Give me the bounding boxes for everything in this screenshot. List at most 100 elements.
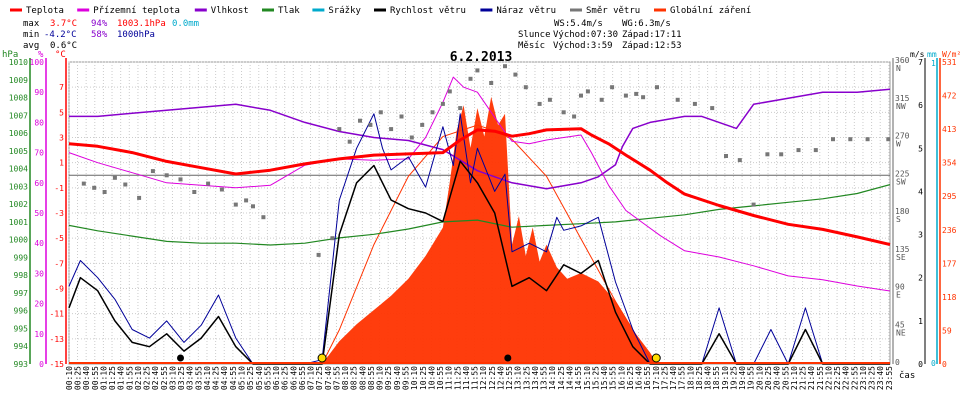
dir-tick-label: 0 xyxy=(895,358,900,367)
wind-direction-point xyxy=(330,236,335,241)
time-tick-label: 08:10 xyxy=(341,366,350,390)
time-tick-label: 02:25 xyxy=(143,366,152,390)
hpa-tick-label: 993 xyxy=(14,360,29,369)
wind-direction-point xyxy=(848,137,853,142)
wm-tick-label: 472 xyxy=(942,92,957,101)
wind-direction-point xyxy=(572,114,577,119)
time-tick-label: 16:40 xyxy=(635,366,644,390)
hpa-tick-label: 994 xyxy=(14,342,29,351)
legend-item[interactable]: Srážky xyxy=(312,6,361,16)
wind-direction-point xyxy=(206,181,211,186)
stat-max-press: 1003.1hPa xyxy=(117,19,166,29)
c-tick-label: 5 xyxy=(59,108,64,117)
time-tick-label: 17:25 xyxy=(660,366,669,390)
sun-rise-marker xyxy=(317,353,327,363)
legend-item[interactable]: Směr větru xyxy=(570,6,640,16)
legend-item[interactable]: Přízemní teplota xyxy=(77,6,180,16)
time-tick-label: 01:40 xyxy=(117,366,126,390)
legend-item[interactable]: Rychlost větru xyxy=(374,6,466,16)
time-tick-label: 04:55 xyxy=(229,366,238,390)
wind-direction-point xyxy=(675,97,680,102)
time-tick-label: 19:25 xyxy=(729,366,738,390)
time-tick-label: 22:40 xyxy=(842,366,851,390)
info-wg: WG:6.3m/s xyxy=(622,19,671,29)
moon-set-marker xyxy=(504,354,512,362)
legend-item[interactable]: Tlak xyxy=(262,6,300,16)
wind-direction-point xyxy=(831,137,835,142)
wind-direction-point xyxy=(513,72,518,77)
time-tick-label: 11:10 xyxy=(445,366,454,390)
info-mesic-zapad: Západ:12:53 xyxy=(622,41,682,51)
legend-label: Tlak xyxy=(278,6,300,16)
ms-tick-label: 1 xyxy=(918,317,923,326)
wind-direction-point xyxy=(112,175,117,180)
wind-direction-point xyxy=(585,89,590,94)
time-tick-label: 09:40 xyxy=(393,366,402,390)
stat-min-press: 1000hPa xyxy=(117,30,155,40)
wind-direction-point xyxy=(178,177,183,182)
time-tick-label: 22:10 xyxy=(824,366,833,390)
wind-direction-point xyxy=(368,122,373,127)
wind-direction-point xyxy=(399,114,404,119)
wind-direction-point xyxy=(692,101,697,106)
pct-tick-label: 60 xyxy=(34,179,44,188)
time-tick-label: 08:25 xyxy=(350,366,359,390)
legend-label: Přízemní teplota xyxy=(93,6,180,16)
time-tick-label: 13:40 xyxy=(531,366,540,390)
time-tick-label: 00:25 xyxy=(74,366,83,390)
legend-item[interactable]: Teplota xyxy=(10,6,64,16)
hpa-tick-label: 997 xyxy=(14,289,29,298)
pct-tick-label: 20 xyxy=(34,300,44,309)
series-globalni-zareni xyxy=(322,96,657,364)
c-tick-label: -1 xyxy=(54,184,64,193)
wind-direction-point xyxy=(724,154,728,158)
time-tick-label: 21:55 xyxy=(816,366,825,390)
time-tick-label: 07:55 xyxy=(332,366,341,390)
wm-tick-label: 59 xyxy=(942,326,952,335)
legend-label: Teplota xyxy=(26,6,64,16)
axis-hpa-label: hPa xyxy=(2,50,18,60)
info-slunce-vychod: Východ:07:30 xyxy=(553,30,618,40)
time-tick-label: 19:10 xyxy=(721,366,730,390)
wind-direction-point xyxy=(655,85,659,90)
c-tick-label: -15 xyxy=(50,360,65,369)
time-tick-label: 21:25 xyxy=(799,366,808,390)
wind-direction-point xyxy=(813,148,818,153)
dir-name-label: E xyxy=(896,291,901,300)
wm-tick-label: 0 xyxy=(942,360,947,369)
time-tick-label: 12:10 xyxy=(479,366,488,390)
info-mesic-vychod: Východ:3:59 xyxy=(553,41,613,51)
time-tick-label: 23:40 xyxy=(876,366,885,390)
pct-tick-label: 70 xyxy=(34,149,44,158)
hpa-tick-label: 1010 xyxy=(9,58,28,67)
wm-tick-label: 354 xyxy=(942,159,957,168)
c-tick-label: -9 xyxy=(54,285,64,294)
legend-item[interactable]: Globální záření xyxy=(654,6,751,16)
wind-direction-point xyxy=(409,135,414,140)
wind-direction-point xyxy=(219,187,224,192)
ms-tick-label: 4 xyxy=(918,187,923,196)
header: Teplota Přízemní teplota Vlhkost Tlak Srážky… xyxy=(10,6,751,65)
time-tick-label: 00:10 xyxy=(65,366,74,390)
pct-tick-label: 0 xyxy=(39,360,44,369)
ms-tick-label: 0 xyxy=(918,360,923,369)
dir-name-label: SW xyxy=(896,177,906,186)
time-tick-label: 23:25 xyxy=(868,366,877,390)
wind-direction-point xyxy=(123,182,128,187)
wind-direction-point xyxy=(523,85,528,90)
wind-direction-point xyxy=(537,101,542,106)
time-tick-label: 10:25 xyxy=(419,366,428,390)
time-tick-label: 02:10 xyxy=(134,366,143,390)
time-tick-label: 05:40 xyxy=(255,366,264,390)
hpa-tick-label: 1001 xyxy=(9,218,28,227)
wind-direction-point xyxy=(489,81,494,85)
time-tick-label: 07:25 xyxy=(315,366,324,390)
dir-name-label: NW xyxy=(896,102,906,111)
stat-max-hum: 94% xyxy=(91,19,108,29)
legend-label: Vlhkost xyxy=(211,6,249,16)
legend-item[interactable]: Vlhkost xyxy=(194,6,249,16)
c-tick-label: 1 xyxy=(59,159,64,168)
ms-tick-label: 5 xyxy=(918,144,923,153)
mm-tick-label: 0 xyxy=(931,359,936,368)
legend-item[interactable]: Náraz větru xyxy=(480,6,556,16)
